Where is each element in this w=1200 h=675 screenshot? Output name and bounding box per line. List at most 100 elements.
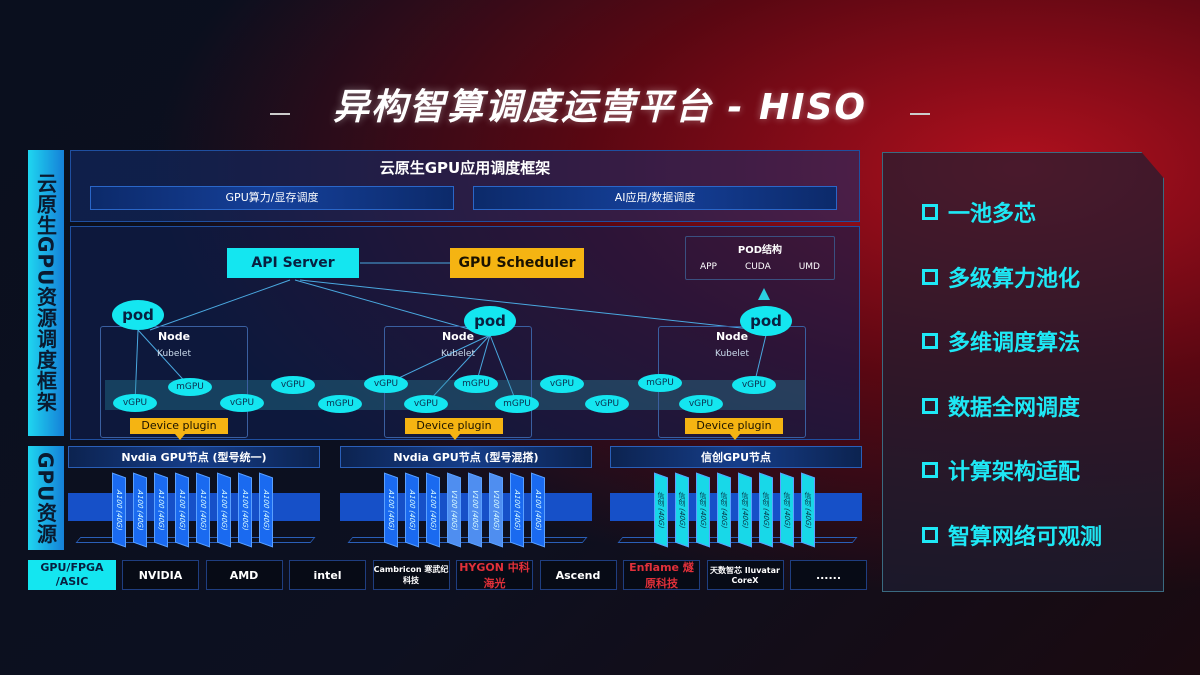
gpu-chip: 信创 (40G)	[780, 472, 794, 548]
gpu-instance: mGPU	[495, 395, 539, 413]
checkbox-icon	[922, 333, 938, 349]
gpu-instance: vGPU	[679, 395, 723, 413]
gpu-instance: vGPU	[540, 375, 584, 393]
feature-panel	[882, 152, 1164, 592]
checkbox-icon	[922, 397, 938, 414]
gpu-chip: A100 (40G)	[217, 472, 231, 548]
sidebar-gpu-resource-label: GPU资源	[28, 446, 64, 550]
gpu-chip: 信创 (40G)	[696, 472, 710, 548]
gpu-group-title: 信创GPU节点	[610, 446, 862, 468]
hw-type-label: GPU/FPGA /ASIC	[28, 560, 116, 590]
gpu-instance: mGPU	[318, 395, 362, 413]
feature-item: 计算架构适配	[922, 454, 1080, 486]
device-plugin-box: Device plugin	[685, 418, 783, 434]
checkbox-icon	[922, 268, 938, 285]
framework-title: 云原生GPU应用调度框架	[379, 159, 551, 177]
gpu-chip: 信创 (40G)	[759, 472, 773, 548]
checkbox-icon	[922, 204, 938, 220]
feature-item: 一池多芯	[922, 196, 1036, 228]
kubelet-label: Kubelet	[441, 349, 475, 359]
gpu-chip: 信创 (40G)	[654, 472, 668, 548]
gpu-chip: V100 (40G)	[468, 472, 482, 548]
node-label: Node	[441, 330, 475, 343]
up-arrow-icon	[758, 288, 770, 300]
gpu-chip: A100 (40G)	[259, 472, 273, 548]
gpu-group-band	[340, 493, 592, 521]
gpu-scheduling-bar: GPU算力/显存调度	[90, 186, 454, 210]
gpu-instance: vGPU	[220, 394, 264, 412]
pod-bubble: pod	[740, 306, 792, 336]
down-arrow-icon	[730, 434, 740, 440]
pod-structure-box: POD结构 APP CUDA UMD	[685, 236, 835, 280]
gpu-chip: A100 (40G)	[133, 472, 147, 548]
down-arrow-icon	[175, 434, 185, 440]
vendor-logo: 天数智芯 Iluvatar CoreX	[706, 560, 784, 590]
pod-app: APP	[699, 262, 717, 272]
gpu-chip: A100 (40G)	[154, 472, 168, 548]
gpu-chip: A100 (40G)	[196, 472, 210, 548]
gpu-group-band	[610, 493, 862, 521]
feature-label: 多维调度算法	[948, 331, 1081, 356]
feature-label: 多级算力池化	[948, 266, 1081, 292]
pod-structure-title: POD结构	[737, 245, 783, 256]
device-plugin-box: Device plugin	[405, 418, 503, 434]
pod-bubble: pod	[464, 306, 516, 336]
gpu-chip: A100 (40G)	[175, 472, 189, 548]
vendor-logo: AMD	[205, 560, 283, 590]
gpu-chip: 信创 (40G)	[738, 472, 752, 548]
ai-scheduling-bar: AI应用/数据调度	[473, 186, 837, 210]
gpu-chip: A100 (40G)	[384, 472, 398, 548]
checkbox-icon	[922, 462, 938, 478]
gpu-chip: A100 (40G)	[405, 472, 419, 548]
feature-item: 数据全网调度	[922, 390, 1080, 422]
gpu-instance: vGPU	[585, 395, 629, 413]
feature-label: 计算架构适配	[948, 460, 1081, 485]
gpu-group-band	[68, 493, 320, 521]
pod-umd: UMD	[798, 262, 820, 272]
feature-label: 一池多芯	[948, 202, 1037, 227]
vendor-logo: Cambricon 寒武纪科技	[372, 560, 450, 590]
checkbox-icon	[922, 526, 938, 543]
feature-label: 智算网络可观测	[948, 524, 1103, 550]
gpu-chip: V100 (40G)	[447, 472, 461, 548]
gpu-chip: A100 (40G)	[238, 472, 252, 548]
gpu-chip: V100 (40G)	[489, 472, 503, 548]
api-node3-line	[299, 279, 761, 331]
gpu-chip: A100 (40G)	[112, 472, 126, 548]
down-arrow-icon	[450, 434, 460, 440]
gpu-instance: vGPU	[732, 376, 776, 394]
vendor-logo: NVIDIA	[122, 560, 199, 590]
kubelet-label: Kubelet	[715, 349, 749, 359]
gpu-scheduler-box: GPU Scheduler	[450, 248, 584, 278]
pod-cuda: CUDA	[744, 262, 771, 272]
vendor-logo: Ascend	[539, 560, 617, 590]
api-node2-line	[294, 279, 491, 336]
node-label: Node	[715, 330, 749, 343]
gpu-group-title: Nvdia GPU节点 (型号统一)	[68, 446, 320, 468]
device-plugin-box: Device plugin	[130, 418, 228, 434]
vendor-logo: HYGON 中科海光	[456, 560, 533, 590]
node-label: Node	[157, 330, 191, 343]
gpu-instance: mGPU	[454, 375, 498, 393]
gpu-chip: 信创 (40G)	[675, 472, 689, 548]
gpu-chip: A100 (40G)	[510, 472, 524, 548]
feature-item: 多维调度算法	[922, 325, 1080, 357]
page-title: 异构智算调度运营平台 - HISO	[332, 87, 868, 128]
gpu-instance: vGPU	[271, 376, 315, 394]
pod-bubble: pod	[112, 300, 164, 330]
vendor-logo: intel	[289, 560, 366, 590]
node-box: Node Kubelet	[100, 326, 248, 438]
gpu-chip: A100 (40G)	[426, 472, 440, 548]
gpu-instance: mGPU	[638, 374, 682, 392]
title-line-right	[910, 113, 930, 115]
gpu-instance: vGPU	[404, 395, 448, 413]
kubelet-label: Kubelet	[157, 349, 191, 359]
feature-item: 智算网络可观测	[922, 519, 1102, 551]
feature-label: 数据全网调度	[948, 395, 1081, 421]
gpu-chip: 信创 (40G)	[801, 472, 815, 548]
api-server-box: API Server	[227, 248, 359, 278]
gpu-chip: 信创 (40G)	[717, 472, 731, 548]
gpu-chip: A100 (40G)	[531, 472, 545, 548]
feature-item: 多级算力池化	[922, 261, 1080, 293]
gpu-instance: vGPU	[364, 375, 408, 393]
